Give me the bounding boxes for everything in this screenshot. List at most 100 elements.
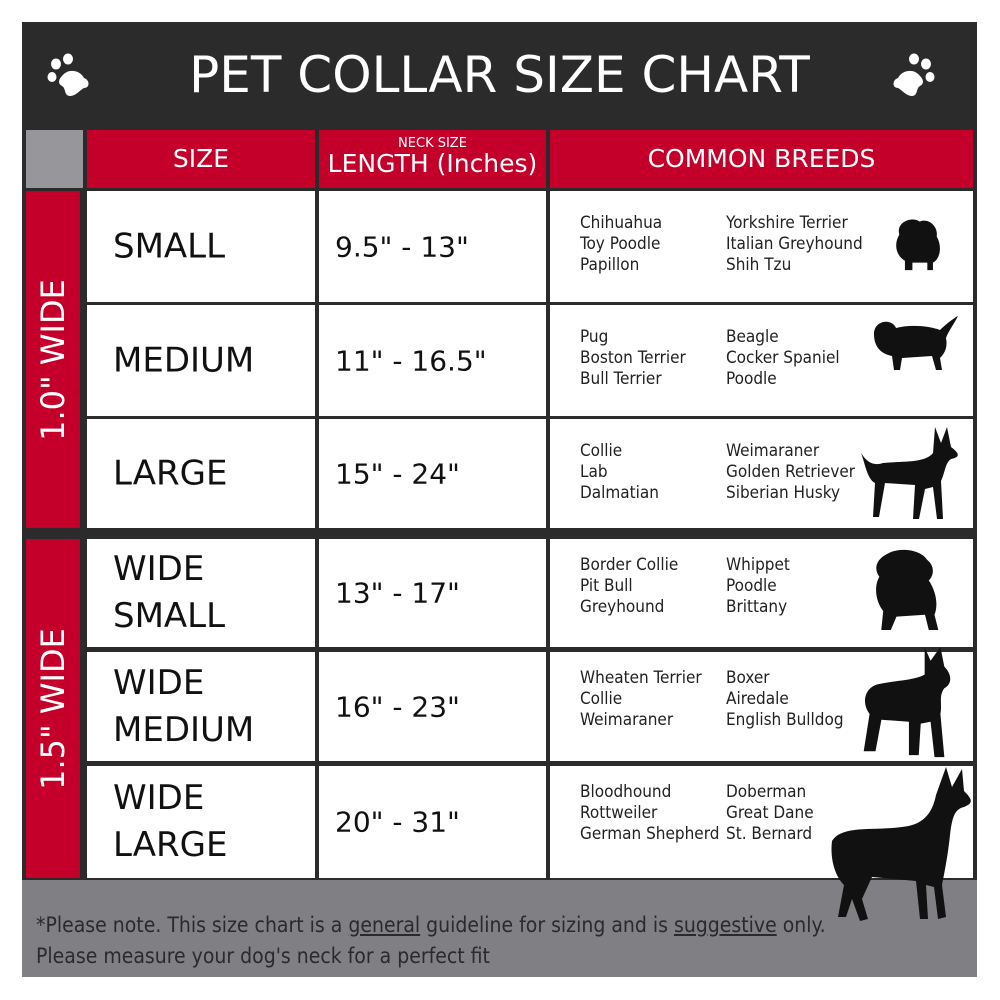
- breed-name: Greyhound: [580, 597, 665, 617]
- note-text-line2: Please measure your dog's neck for a per…: [36, 944, 490, 968]
- breed-name: Pug: [580, 327, 609, 347]
- length-value: 9.5" - 13": [335, 230, 469, 263]
- breed-name: Papillon: [580, 255, 640, 275]
- breed-name: Whippet: [726, 555, 790, 575]
- size-cell: LARGE: [87, 419, 315, 528]
- breed-name: Boxer: [726, 668, 770, 688]
- breed-list: Chihuahua Toy Poodle Papillon: [580, 213, 662, 276]
- breed-name: Brittany: [726, 597, 788, 617]
- note-text: only.: [782, 913, 826, 937]
- breed-name: Wheaten Terrier: [580, 668, 702, 688]
- size-cell: WIDE LARGE: [87, 766, 315, 878]
- length-cell: 15" - 24": [319, 419, 546, 528]
- header-breeds-label: COMMON BREEDS: [647, 144, 876, 173]
- size-label: LARGE: [113, 450, 227, 497]
- breed-list: Beagle Cocker Spaniel Poodle: [726, 327, 840, 390]
- size-label-line: WIDE: [113, 662, 205, 703]
- paw-print-icon: [893, 53, 935, 96]
- breed-name: Pit Bull: [580, 576, 633, 596]
- breed-name: Italian Greyhound: [726, 234, 863, 254]
- header-length-label: LENGTH (Inches): [327, 149, 538, 178]
- length-value: 13" - 17": [335, 576, 460, 610]
- note-text: *Please note. This size chart is a: [36, 913, 343, 937]
- size-cell: WIDE SMALL: [87, 539, 315, 647]
- breed-name: Dalmatian: [580, 483, 659, 503]
- length-cell: 9.5" - 13": [319, 191, 546, 302]
- breed-name: Poodle: [726, 576, 777, 596]
- size-label-line: MEDIUM: [113, 709, 255, 750]
- breed-name: Weimaraner: [726, 441, 820, 461]
- breed-name: Beagle: [726, 327, 779, 347]
- breed-name: Boston Terrier: [580, 348, 686, 368]
- header-corner: [26, 130, 83, 188]
- doberman-silhouette-icon: [812, 765, 972, 929]
- disclaimer-text: *Please note. This size chart is a gener…: [36, 910, 826, 972]
- breed-name: Border Collie: [580, 555, 679, 575]
- breed-list: Bloodhound Rottweiler German Shepherd: [580, 782, 719, 845]
- breeds-cell: Chihuahua Toy Poodle Papillon Yorkshire Te…: [550, 191, 973, 302]
- breed-name: Bull Terrier: [580, 369, 662, 389]
- length-cell: 20" - 31": [319, 766, 546, 878]
- note-underlined-suggestive: suggestive: [673, 913, 777, 937]
- breed-name: Airedale: [726, 689, 789, 709]
- breed-name: Lab: [580, 462, 608, 482]
- size-label: WIDE MEDIUM: [113, 660, 254, 754]
- size-label: WIDE SMALL: [113, 546, 225, 640]
- header-breeds: COMMON BREEDS: [550, 130, 973, 188]
- length-value: 16" - 23": [335, 690, 460, 723]
- footer-note: *Please note. This size chart is a gener…: [22, 880, 977, 977]
- size-cell: SMALL: [87, 191, 315, 302]
- breed-list: Pug Boston Terrier Bull Terrier: [580, 327, 686, 390]
- paw-print-icon: [47, 53, 89, 96]
- header-neck-size-label: NECK SIZE: [398, 136, 467, 151]
- length-value: 11" - 16.5": [335, 344, 487, 377]
- size-label: SMALL: [113, 223, 225, 270]
- length-cell: 13" - 17": [319, 539, 546, 647]
- page-title: PET COLLAR SIZE CHART: [189, 46, 810, 104]
- breed-name: Siberian Husky: [726, 483, 841, 503]
- breed-name: Doberman: [726, 782, 807, 802]
- group-label-text: 1.0" WIDE: [34, 278, 72, 441]
- breeds-cell: Pug Boston Terrier Bull Terrier Beagle Cock…: [550, 305, 973, 416]
- group-label-1-5in: 1.5" WIDE: [26, 539, 80, 878]
- breed-name: Golden Retriever: [726, 462, 856, 482]
- large-dog-silhouette-icon: [855, 423, 965, 527]
- header-length: NECK SIZE LENGTH (Inches): [319, 130, 546, 188]
- size-label-line: WIDE: [113, 549, 205, 589]
- note-text: guideline for sizing and is: [426, 913, 668, 937]
- breed-list: Weimaraner Golden Retriever Siberian Husky: [726, 441, 855, 504]
- title-bar: PET COLLAR SIZE CHART: [22, 22, 977, 127]
- breed-list: Border Collie Pit Bull Greyhound: [580, 555, 678, 618]
- breed-name: St. Bernard: [726, 824, 813, 844]
- size-label-line: WIDE: [113, 778, 205, 818]
- header-size-label: SIZE: [172, 144, 230, 173]
- breed-list: Doberman Great Dane St. Bernard: [726, 782, 814, 845]
- group-label-text: 1.5" WIDE: [34, 627, 72, 790]
- medium-dog-silhouette-icon: [870, 314, 960, 378]
- breeds-cell: Collie Lab Dalmatian Weimaraner Golden Retr…: [550, 419, 973, 528]
- breed-list: Whippet Poodle Brittany: [726, 555, 790, 618]
- breed-name: Collie: [580, 441, 623, 461]
- bulldog-silhouette-icon: [868, 547, 944, 639]
- size-label: WIDE LARGE: [113, 775, 227, 869]
- breed-name: English Bulldog: [726, 710, 844, 730]
- breed-name: Chihuahua: [580, 213, 663, 233]
- size-label-line: LARGE: [113, 825, 228, 865]
- breed-list: Collie Lab Dalmatian: [580, 441, 659, 504]
- breed-name: Great Dane: [726, 803, 814, 823]
- note-underlined-general: general: [348, 913, 421, 937]
- breed-name: Collie: [580, 689, 623, 709]
- breed-name: Weimaraner: [580, 710, 674, 730]
- size-cell: MEDIUM: [87, 305, 315, 416]
- small-dog-silhouette-icon: [890, 215, 946, 277]
- length-value: 15" - 24": [335, 457, 460, 490]
- breed-name: Rottweiler: [580, 803, 658, 823]
- size-label-line: LARGE: [113, 453, 228, 493]
- size-label-line: MEDIUM: [113, 340, 255, 380]
- size-label: MEDIUM: [113, 337, 254, 384]
- breed-name: Yorkshire Terrier: [726, 213, 848, 233]
- size-label-line: SMALL: [113, 226, 226, 266]
- breed-name: German Shepherd: [580, 824, 720, 844]
- length-cell: 11" - 16.5": [319, 305, 546, 416]
- size-label-line: SMALL: [113, 596, 226, 636]
